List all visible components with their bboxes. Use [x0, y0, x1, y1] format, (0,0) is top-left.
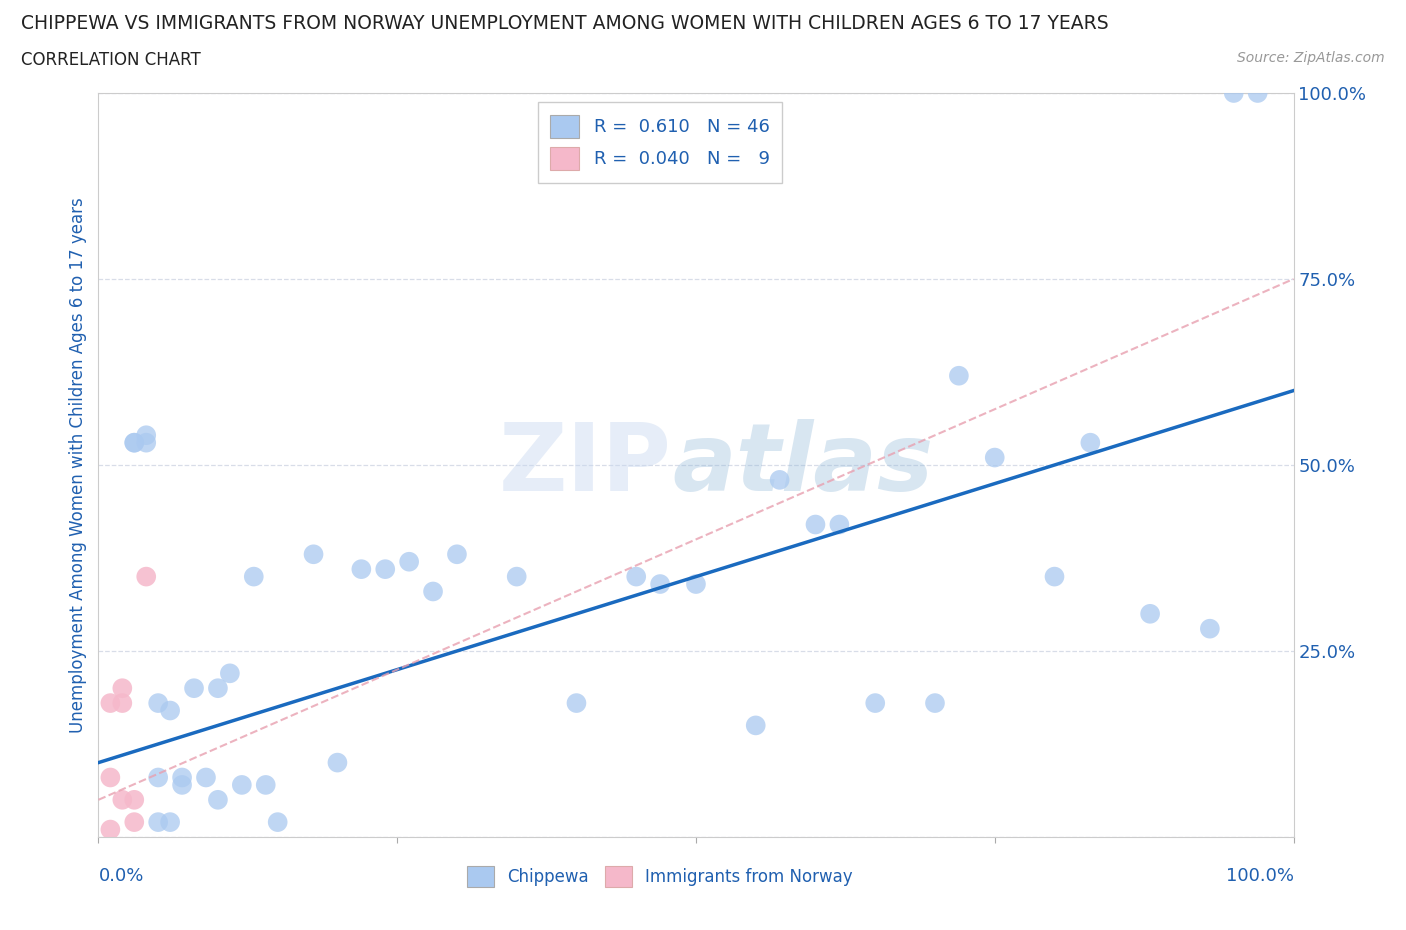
Point — [207, 681, 229, 696]
Text: 100.0%: 100.0% — [1226, 867, 1294, 884]
Point — [948, 368, 970, 383]
Point — [1043, 569, 1066, 584]
Point — [172, 770, 194, 785]
Point — [111, 681, 134, 696]
Point — [1223, 86, 1246, 100]
Point — [159, 815, 181, 830]
Point — [148, 815, 170, 830]
Text: 0.0%: 0.0% — [98, 867, 143, 884]
Point — [446, 547, 468, 562]
Point — [172, 777, 194, 792]
Point — [626, 569, 648, 584]
Point — [159, 703, 181, 718]
Point — [124, 792, 146, 807]
Point — [254, 777, 277, 792]
Point — [398, 554, 420, 569]
Point — [183, 681, 205, 696]
Point — [1247, 86, 1270, 100]
Point — [124, 815, 146, 830]
Point — [207, 792, 229, 807]
Point — [650, 577, 672, 591]
Point — [302, 547, 325, 562]
Point — [506, 569, 529, 584]
Point — [219, 666, 242, 681]
Point — [1199, 621, 1222, 636]
Point — [111, 696, 134, 711]
Text: atlas: atlas — [672, 419, 934, 511]
Text: ZIP: ZIP — [499, 419, 672, 511]
Point — [326, 755, 349, 770]
Point — [745, 718, 768, 733]
Point — [148, 696, 170, 711]
Point — [865, 696, 887, 711]
Point — [374, 562, 396, 577]
Point — [124, 435, 146, 450]
Text: CHIPPEWA VS IMMIGRANTS FROM NORWAY UNEMPLOYMENT AMONG WOMEN WITH CHILDREN AGES 6: CHIPPEWA VS IMMIGRANTS FROM NORWAY UNEMP… — [21, 14, 1109, 33]
Point — [828, 517, 851, 532]
Point — [685, 577, 707, 591]
Point — [135, 428, 157, 443]
Point — [111, 792, 134, 807]
Point — [422, 584, 444, 599]
Text: Source: ZipAtlas.com: Source: ZipAtlas.com — [1237, 51, 1385, 65]
Point — [350, 562, 373, 577]
Point — [135, 435, 157, 450]
Point — [135, 569, 157, 584]
Point — [804, 517, 827, 532]
Point — [267, 815, 290, 830]
Point — [231, 777, 253, 792]
Point — [769, 472, 792, 487]
Legend: Chippewa, Immigrants from Norway: Chippewa, Immigrants from Norway — [458, 857, 862, 896]
Point — [565, 696, 588, 711]
Point — [148, 770, 170, 785]
Point — [195, 770, 218, 785]
Point — [98, 770, 122, 785]
Point — [98, 822, 122, 837]
Point — [1139, 606, 1161, 621]
Y-axis label: Unemployment Among Women with Children Ages 6 to 17 years: Unemployment Among Women with Children A… — [69, 197, 87, 733]
Point — [243, 569, 266, 584]
Point — [124, 435, 146, 450]
Text: CORRELATION CHART: CORRELATION CHART — [21, 51, 201, 69]
Point — [984, 450, 1007, 465]
Point — [98, 696, 122, 711]
Point — [924, 696, 946, 711]
Point — [1080, 435, 1102, 450]
